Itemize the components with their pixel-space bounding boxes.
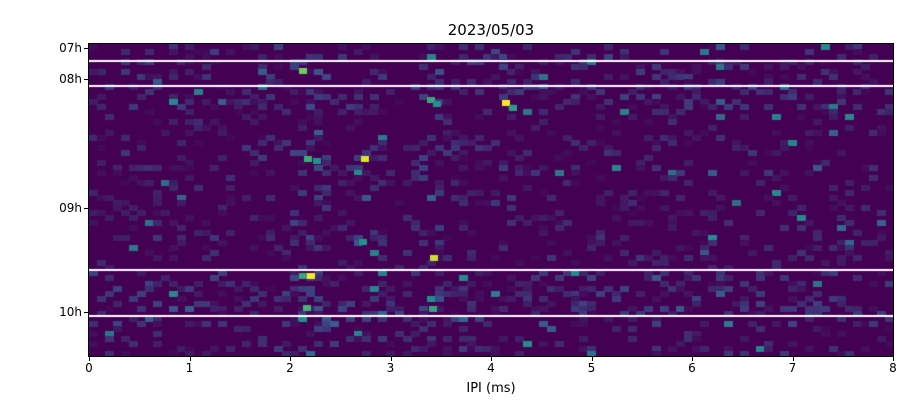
heatmap-plot	[88, 43, 894, 357]
x-tick-mark	[390, 357, 392, 361]
y-tick-label: 10h	[59, 305, 82, 319]
heatmap-canvas	[89, 44, 893, 356]
x-tick-mark	[491, 357, 492, 361]
y-tick-label: 07h	[59, 41, 82, 56]
x-tick-label: 2	[286, 361, 294, 375]
x-tick-mark	[89, 357, 90, 361]
y-tick-mark	[84, 78, 88, 80]
x-tick-label: 1	[185, 361, 194, 375]
y-tick-mark	[84, 48, 88, 50]
y-tick-mark	[84, 208, 88, 210]
x-tick-label: 8	[889, 361, 897, 375]
x-tick-label: 0	[85, 361, 93, 375]
x-tick-label: 6	[688, 361, 696, 375]
y-tick-label: 08h	[59, 71, 82, 86]
x-tick-label: 3	[386, 361, 395, 375]
x-tick-label: 4	[487, 361, 495, 375]
x-tick-mark	[893, 357, 894, 361]
x-tick-mark	[189, 357, 191, 361]
chart-title: 2023/05/03	[447, 21, 535, 39]
x-tick-label: 5	[587, 361, 596, 375]
x-tick-label: 7	[788, 361, 797, 375]
x-axis-label: IPI (ms)	[466, 381, 516, 396]
x-tick-mark	[692, 357, 693, 361]
x-tick-mark	[792, 357, 794, 361]
y-tick-label: 09h	[59, 201, 82, 216]
x-tick-mark	[290, 357, 291, 361]
y-tick-mark	[84, 312, 88, 313]
x-tick-mark	[591, 357, 593, 361]
